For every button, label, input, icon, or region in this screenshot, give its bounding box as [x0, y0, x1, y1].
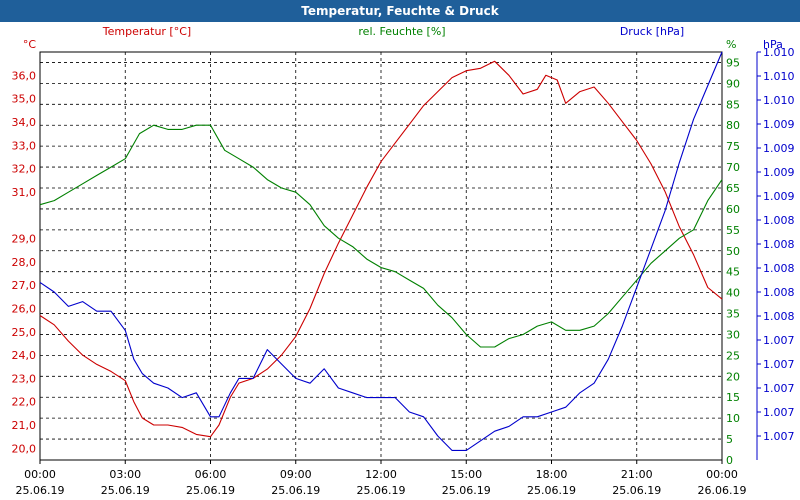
- x-tick-time: 09:00: [280, 468, 312, 481]
- temp-tick-label: 26,0: [12, 302, 37, 315]
- pressure-tick-label: 1.009: [763, 118, 795, 131]
- pressure-tick-label: 1.010: [763, 70, 795, 83]
- temp-tick-label: 34,0: [12, 116, 37, 129]
- humidity-axis-unit: %: [726, 38, 736, 51]
- humidity-tick-label: 40: [726, 287, 740, 300]
- pressure-tick-label: 1.007: [763, 358, 795, 371]
- pressure-tick-label: 1.007: [763, 382, 795, 395]
- temp-legend: Temperatur [°C]: [102, 25, 191, 38]
- series-line-humidity: [39, 124, 723, 348]
- x-tick-time: 21:00: [621, 468, 653, 481]
- pressure-tick-label: 1.009: [763, 166, 795, 179]
- humidity-tick-label: 50: [726, 245, 740, 258]
- pressure-tick-label: 1.008: [763, 214, 795, 227]
- humidity-tick-label: 55: [726, 224, 740, 237]
- x-tick-date: 25.06.19: [527, 484, 576, 497]
- x-tick-date: 26.06.19: [698, 484, 747, 497]
- humidity-tick-label: 0: [726, 454, 733, 467]
- pressure-tick-label: 1.007: [763, 406, 795, 419]
- temp-tick-label: 24,0: [12, 349, 37, 362]
- x-tick-time: 18:00: [536, 468, 568, 481]
- pressure-tick-label: 1.010: [763, 46, 795, 59]
- x-tick-time: 06:00: [195, 468, 227, 481]
- x-tick-time: 12:00: [365, 468, 397, 481]
- humidity-tick-label: 80: [726, 119, 740, 132]
- temp-tick-label: 20,0: [12, 442, 37, 455]
- series-line-pressure: [39, 51, 723, 451]
- pressure-tick-label: 1.010: [763, 94, 795, 107]
- x-tick-time: 15:00: [450, 468, 482, 481]
- humidity-tick-label: 15: [726, 391, 740, 404]
- temp-tick-label: 33,0: [12, 139, 37, 152]
- pressure-tick-label: 1.007: [763, 334, 795, 347]
- temp-tick-label: 29,0: [12, 233, 37, 246]
- humidity-tick-label: 70: [726, 161, 740, 174]
- humidity-tick-label: 75: [726, 140, 740, 153]
- temp-tick-label: 36,0: [12, 69, 37, 82]
- temp-tick-label: 23,0: [12, 372, 37, 385]
- temp-tick-label: 21,0: [12, 419, 37, 432]
- pressure-tick-label: 1.008: [763, 286, 795, 299]
- x-tick-time: 00:00: [706, 468, 738, 481]
- humidity-tick-label: 35: [726, 308, 740, 321]
- humidity-tick-label: 30: [726, 328, 740, 341]
- x-tick-date: 25.06.19: [271, 484, 320, 497]
- x-tick-date: 25.06.19: [186, 484, 235, 497]
- humidity-tick-label: 85: [726, 98, 740, 111]
- x-tick-time: 03:00: [109, 468, 141, 481]
- pressure-axis-unit: hPa: [763, 38, 783, 51]
- x-tick-date: 25.06.19: [16, 484, 65, 497]
- temp-tick-label: 31,0: [12, 186, 37, 199]
- x-tick-date: 25.06.19: [442, 484, 491, 497]
- temp-tick-label: 32,0: [12, 163, 37, 176]
- humidity-tick-label: 65: [726, 182, 740, 195]
- humidity-tick-label: 60: [726, 203, 740, 216]
- pressure-tick-label: 1.008: [763, 238, 795, 251]
- humidity-tick-label: 5: [726, 433, 733, 446]
- pressure-tick-label: 1.008: [763, 262, 795, 275]
- x-tick-time: 00:00: [24, 468, 56, 481]
- pressure-tick-label: 1.009: [763, 190, 795, 203]
- humidity-tick-label: 45: [726, 266, 740, 279]
- pressure-tick-label: 1.007: [763, 430, 795, 443]
- x-tick-date: 25.06.19: [101, 484, 150, 497]
- temp-tick-label: 35,0: [12, 93, 37, 106]
- temp-tick-label: 27,0: [12, 279, 37, 292]
- x-tick-date: 25.06.19: [357, 484, 406, 497]
- x-tick-date: 25.06.19: [612, 484, 661, 497]
- humidity-tick-label: 10: [726, 412, 740, 425]
- pressure-tick-label: 1.009: [763, 142, 795, 155]
- temp-tick-label: 25,0: [12, 326, 37, 339]
- humidity-tick-label: 25: [726, 349, 740, 362]
- series-line-temp: [39, 60, 723, 438]
- humidity-legend: rel. Feuchte [%]: [358, 25, 445, 38]
- temp-tick-label: 28,0: [12, 256, 37, 269]
- humidity-tick-label: 90: [726, 77, 740, 90]
- pressure-tick-label: 1.008: [763, 310, 795, 323]
- humidity-tick-label: 20: [726, 370, 740, 383]
- temp-axis-unit: °C: [23, 38, 37, 51]
- humidity-tick-label: 95: [726, 56, 740, 69]
- temp-tick-label: 22,0: [12, 396, 37, 409]
- pressure-legend: Druck [hPa]: [620, 25, 684, 38]
- chart-title: Temperatur, Feuchte & Druck: [0, 0, 800, 22]
